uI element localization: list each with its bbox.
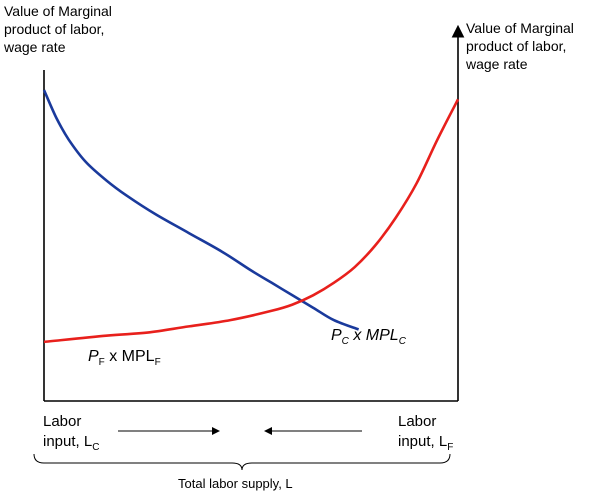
series-label-mplf: PF x MPLF bbox=[88, 348, 161, 368]
right-end-label-line1: Labor bbox=[398, 413, 437, 430]
x-axis-label: Total labor supply, L bbox=[178, 476, 293, 491]
left-end-label-line2: input, LC bbox=[43, 433, 100, 453]
left-end-label-line1: Labor bbox=[43, 413, 82, 430]
right-end-label: Labor input, LF bbox=[398, 412, 453, 458]
series-line-1 bbox=[43, 98, 460, 344]
series-line-0 bbox=[42, 89, 360, 331]
series-label-mplc: PC x MPLC bbox=[331, 327, 406, 347]
right-end-label-line2: input, LF bbox=[398, 433, 454, 453]
right-y-axis-label: Value of Marginal product of labor, wage… bbox=[466, 20, 574, 72]
left-end-label: Labor input, LC bbox=[43, 412, 99, 458]
series-layer bbox=[42, 89, 460, 344]
total-labor-brace bbox=[33, 453, 451, 471]
left-y-axis-label: Value of Marginal product of labor, wage… bbox=[4, 3, 112, 55]
